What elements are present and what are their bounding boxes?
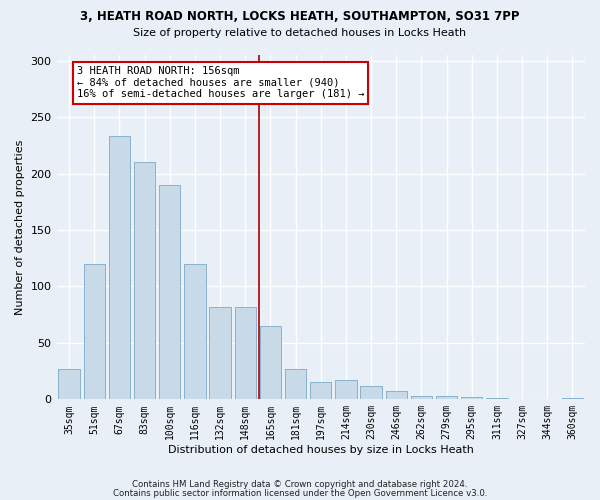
Text: Contains public sector information licensed under the Open Government Licence v3: Contains public sector information licen…: [113, 490, 487, 498]
Bar: [83, 264, 105, 400]
Bar: [235, 307, 256, 400]
Text: 3, HEATH ROAD NORTH, LOCKS HEATH, SOUTHAMPTON, SO31 7PP: 3, HEATH ROAD NORTH, LOCKS HEATH, SOUTHA…: [80, 10, 520, 23]
Bar: [335, 380, 356, 400]
Bar: [184, 264, 206, 400]
Text: 3 HEATH ROAD NORTH: 156sqm
← 84% of detached houses are smaller (940)
16% of sem: 3 HEATH ROAD NORTH: 156sqm ← 84% of deta…: [77, 66, 364, 100]
Y-axis label: Number of detached properties: Number of detached properties: [15, 140, 25, 315]
Bar: [361, 386, 382, 400]
Bar: [58, 369, 80, 400]
Bar: [310, 382, 331, 400]
Bar: [562, 398, 583, 400]
Bar: [260, 326, 281, 400]
X-axis label: Distribution of detached houses by size in Locks Heath: Distribution of detached houses by size …: [168, 445, 474, 455]
Bar: [209, 307, 231, 400]
Bar: [386, 392, 407, 400]
Text: Size of property relative to detached houses in Locks Heath: Size of property relative to detached ho…: [133, 28, 467, 38]
Bar: [411, 396, 432, 400]
Bar: [109, 136, 130, 400]
Text: Contains HM Land Registry data © Crown copyright and database right 2024.: Contains HM Land Registry data © Crown c…: [132, 480, 468, 489]
Bar: [159, 185, 181, 400]
Bar: [285, 369, 307, 400]
Bar: [486, 398, 508, 400]
Bar: [436, 396, 457, 400]
Bar: [461, 397, 482, 400]
Bar: [134, 162, 155, 400]
